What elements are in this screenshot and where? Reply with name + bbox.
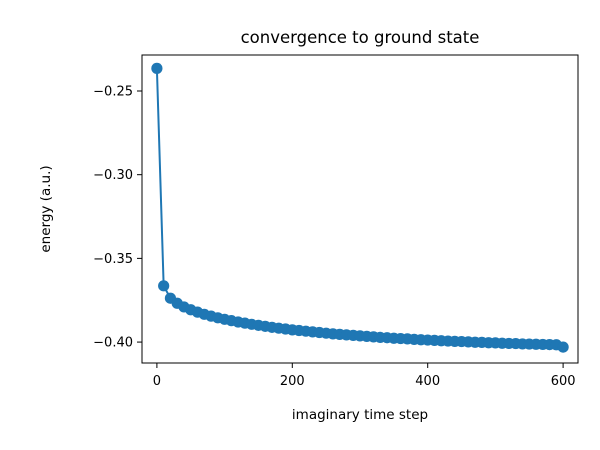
x-tick-label: 400 — [415, 374, 440, 389]
plot-frame — [141, 54, 579, 364]
series-line — [155, 67, 565, 349]
y-tick-label: −0.40 — [93, 336, 133, 351]
x-axis: 0 200 400 600 — [153, 363, 576, 389]
y-tick-label: −0.35 — [93, 252, 133, 267]
plot-area — [151, 62, 569, 353]
y-axis-label: energy (a.u.) — [38, 165, 54, 252]
chart-title: convergence to ground state — [241, 28, 480, 47]
x-tick-label: 200 — [280, 374, 305, 389]
y-tick-label: −0.25 — [93, 84, 133, 99]
y-tick-label: −0.30 — [93, 168, 133, 183]
data-point — [158, 280, 170, 292]
data-point — [557, 341, 569, 353]
y-axis: −0.40 −0.35 −0.30 −0.25 — [93, 84, 142, 351]
x-tick-label: 600 — [551, 374, 576, 389]
data-point — [151, 62, 163, 74]
x-tick-label: 0 — [153, 374, 161, 389]
x-axis-label: imaginary time step — [292, 407, 428, 423]
